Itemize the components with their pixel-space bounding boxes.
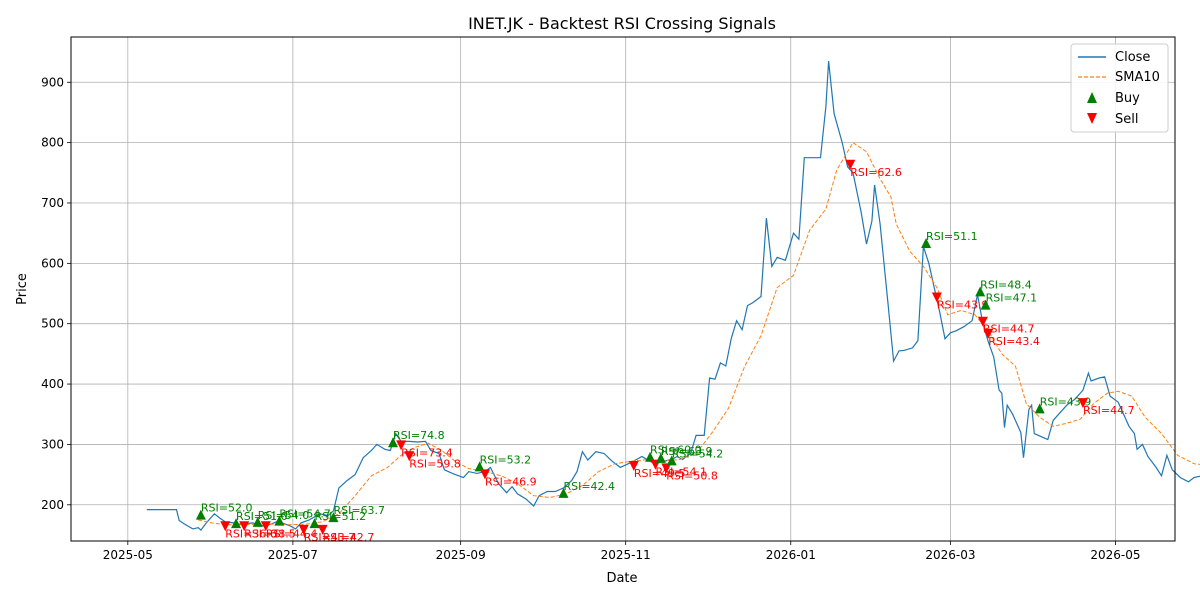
sell-signal-label: RSI=49.5 — [634, 467, 686, 480]
sell-marker — [983, 328, 994, 339]
buy-signal-label: RSI=47.1 — [986, 292, 1038, 305]
sell-signal-label: RSI=46.9 — [485, 475, 537, 488]
buy-marker — [388, 437, 398, 448]
buy-marker — [645, 451, 656, 462]
chart-title: INET.JK - Backtest RSI Crossing Signals — [468, 14, 776, 33]
x-tick-label: 2025-07 — [268, 548, 318, 562]
sell-marker — [628, 460, 639, 471]
sell-signal-label: RSI=43.9 — [937, 299, 989, 312]
buy-marker — [975, 286, 986, 297]
legend-box — [1070, 43, 1169, 133]
plot-frame — [70, 36, 1176, 542]
buy-signal-label: RSI=51.1 — [926, 230, 978, 243]
buy-signal-label: RSI=60.0 — [650, 444, 702, 457]
buy-marker — [252, 516, 263, 527]
sell-marker — [404, 451, 415, 462]
sell-signal-label: RSI=36.6 — [225, 527, 277, 540]
sell-marker — [260, 521, 271, 532]
buy-signal-label: RSI=51.2 — [315, 510, 367, 523]
buy-marker — [1034, 403, 1045, 414]
x-tick-label: 2026-03 — [925, 548, 975, 562]
buy-marker — [195, 509, 206, 520]
x-tick-label: 2026-01 — [766, 548, 816, 562]
buy-marker — [231, 518, 242, 529]
y-axis-title: Price — [15, 273, 30, 305]
y-tick-label: 600 — [41, 256, 64, 270]
legend-buy-swatch — [1087, 92, 1097, 103]
y-tick-label: 700 — [41, 196, 64, 210]
sell-signal-label: RSI=42.7 — [323, 531, 375, 544]
close-line — [146, 61, 1200, 531]
legend-close-label: Close — [1115, 50, 1150, 65]
sell-signal-label: RSI=38.5 — [244, 527, 296, 540]
y-tick-label: 800 — [41, 136, 64, 150]
buy-signal-label: RSI=54.0 — [258, 509, 310, 522]
sell-marker — [317, 524, 328, 535]
buy-signal-label: RSI=52.0 — [201, 502, 253, 515]
grid — [71, 37, 1175, 541]
y-tick-label: 900 — [41, 75, 64, 89]
buy-marker — [980, 299, 991, 310]
sell-marker — [396, 440, 407, 451]
x-tick-label: 2025-11 — [601, 548, 651, 562]
legend-sma10-label: SMA10 — [1115, 70, 1160, 85]
x-tick-label: 2026-05 — [1090, 548, 1140, 562]
sell-signal-label: RSI=44.7 — [1083, 404, 1135, 417]
sell-signal-label: RSI=59.8 — [409, 457, 461, 470]
buy-marker — [274, 515, 285, 526]
legend: Close SMA10 Buy Sell — [1070, 43, 1169, 133]
buy-marker — [328, 512, 339, 523]
x-axis: 2025-05 2025-07 2025-09 2025-11 2026-01 2026-… — [103, 541, 1141, 562]
sell-signal-label: RSI=44.7 — [983, 323, 1035, 336]
buy-marker — [309, 518, 320, 529]
buy-signal-label: RSI=63.9 — [661, 445, 713, 458]
buy-signal-label: RSI=54.7 — [279, 508, 331, 521]
sell-signal-label: RSI=73.4 — [401, 446, 453, 459]
buy-marker — [474, 461, 485, 472]
sell-marker — [661, 463, 672, 474]
legend-sell-swatch — [1087, 113, 1097, 124]
x-axis-title: Date — [606, 571, 637, 586]
sell-marker — [1078, 398, 1088, 409]
buy-signal-label: RSI=74.8 — [393, 429, 445, 442]
y-axis: 200 300 400 500 600 700 800 900 — [41, 75, 71, 512]
buy-marker — [655, 452, 666, 463]
legend-sell-label: Sell — [1115, 112, 1138, 127]
buy-marker — [921, 238, 932, 249]
legend-buy-label: Buy — [1115, 91, 1140, 106]
buy-signal-label: RSI=48.4 — [980, 278, 1032, 291]
buy-signal-label: RSI=54.2 — [672, 447, 724, 460]
sell-signal-label: RSI=43.4 — [988, 335, 1040, 348]
buy-marker — [558, 487, 569, 498]
sell-marker — [220, 521, 231, 532]
y-tick-label: 400 — [41, 377, 64, 391]
buy-signal-label: RSI=42.4 — [563, 480, 615, 493]
y-tick-label: 300 — [41, 437, 64, 451]
buy-signal-label: RSI=51.0 — [236, 510, 288, 523]
sell-marker — [977, 316, 988, 327]
buy-signal-label: RSI=63.7 — [333, 504, 385, 517]
buy-signal-label: RSI=53.2 — [480, 453, 532, 466]
x-tick-label: 2025-05 — [103, 548, 153, 562]
sell-marker — [239, 521, 250, 532]
buy-marker — [666, 455, 677, 466]
sell-signal-label: RSI=62.6 — [850, 166, 902, 179]
y-tick-label: 200 — [41, 498, 64, 512]
sell-signal-label: RSI=50.8 — [666, 469, 718, 482]
sell-marker — [480, 469, 490, 480]
sell-marker — [845, 159, 856, 170]
sell-marker — [931, 292, 942, 303]
y-tick-label: 500 — [41, 317, 64, 331]
signals-layer: RSI=52.0 RSI=36.6 RSI=51.0 RSI=38.5 RSI=54.0… — [195, 159, 1135, 544]
x-tick-label: 2025-09 — [436, 548, 486, 562]
sell-marker — [298, 524, 309, 535]
